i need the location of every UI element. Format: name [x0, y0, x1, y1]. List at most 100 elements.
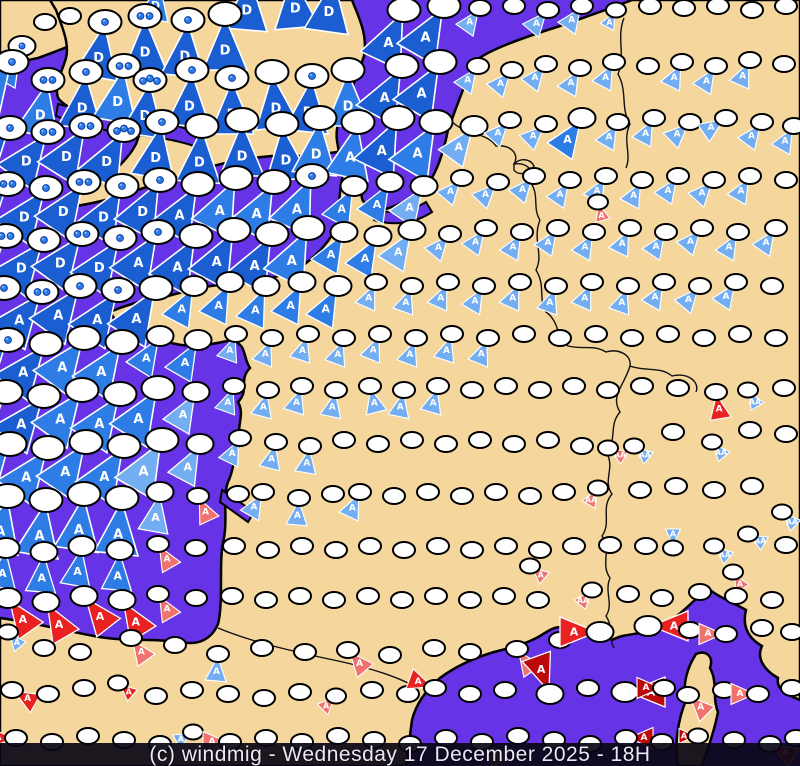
wind-symbol: D — [91, 53, 142, 126]
raindrop-icon — [118, 182, 126, 190]
wind-cone-icon — [124, 337, 160, 379]
wind-cone-shape — [498, 283, 520, 312]
wind-cone-icon — [556, 69, 580, 98]
raindrop-highlight — [20, 44, 22, 46]
calm-ellipse-icon — [728, 325, 752, 343]
calm-ellipse-icon — [630, 377, 654, 395]
calm-symbol — [360, 681, 384, 699]
wind-strength-letter: A — [619, 239, 626, 249]
calm-ellipse-icon — [472, 277, 496, 295]
wind-cone-shape — [13, 690, 42, 714]
wind-symbol: D — [174, 113, 222, 185]
wind-strength-letter: D — [21, 154, 32, 169]
wind-cone-icon — [653, 177, 678, 206]
wind-cone-icon — [631, 119, 654, 148]
wind-cone-shape — [251, 339, 273, 368]
calm-ellipse-icon — [535, 683, 565, 705]
calm-ellipse-icon — [146, 535, 170, 553]
wind-cone-shape — [354, 283, 376, 312]
wind-cone-icon — [131, 639, 157, 668]
wind-cone-icon — [388, 187, 424, 229]
wind-strength-letter: A — [131, 312, 141, 327]
wind-cone-icon — [483, 121, 509, 149]
calm-ellipse-icon — [458, 591, 482, 609]
wind-symbol: A — [607, 219, 642, 258]
wind-strength-letter: A — [533, 19, 540, 29]
calm-ellipse-icon — [250, 639, 274, 657]
wind-strength-letter: D — [270, 101, 281, 116]
calm-ellipse-icon — [636, 57, 660, 75]
calm-symbol — [216, 685, 240, 703]
calm-ellipse-icon — [687, 727, 709, 745]
wind-cone-icon — [282, 387, 305, 416]
wind-symbol: AA — [573, 581, 603, 611]
wind-strength-letter: A — [356, 659, 363, 669]
calm-ellipse-icon — [502, 435, 526, 453]
wind-cone-icon — [437, 127, 474, 169]
wind-cone-shape — [533, 229, 558, 258]
wind-cone-icon — [419, 387, 442, 416]
calm-symbol — [750, 619, 774, 637]
calm-ellipse-icon — [596, 381, 620, 399]
wind-symbol: A — [587, 193, 612, 223]
wind-cone-icon — [607, 229, 630, 258]
wind-cone-shape — [736, 123, 762, 151]
wind-cone-shape — [213, 387, 236, 416]
wind-strength-letter: A — [697, 703, 704, 713]
wind-symbol: A — [653, 167, 690, 206]
wind-cone-icon — [641, 233, 666, 262]
calm-symbol — [76, 727, 100, 745]
calm-ellipse-icon — [105, 539, 135, 561]
calm-symbol — [422, 639, 446, 657]
wind-strength-letter: A — [402, 298, 409, 308]
raindrop-highlight — [10, 182, 13, 184]
wind-symbol: A — [483, 111, 522, 149]
wind-cone-shape — [234, 287, 266, 330]
wind-cone-icon — [355, 183, 390, 226]
wind-symbol: AA — [701, 433, 731, 463]
wind-symbol: A — [556, 0, 594, 36]
wind-symbol: A — [213, 377, 246, 416]
wind-cone-shape — [217, 439, 240, 468]
raindrop-icon — [0, 232, 6, 240]
wind-strength-letter: A — [705, 629, 712, 639]
wind-symbol: A — [454, 0, 492, 38]
calm-ellipse-icon — [505, 640, 529, 658]
wind-symbol: A — [0, 623, 27, 653]
calm-symbol — [772, 379, 796, 397]
wind-cone-shape — [591, 63, 614, 92]
calm-ellipse-icon — [434, 435, 458, 453]
wind-cone-shape — [0, 62, 12, 122]
wind-cone-icon — [691, 67, 716, 96]
calm-ellipse-icon — [179, 275, 209, 297]
calm-ellipse-icon — [145, 325, 175, 347]
wind-strength-letter: A — [652, 242, 659, 252]
calm-ellipse-icon — [106, 53, 142, 79]
calm-symbol — [392, 541, 416, 559]
calm-symbol — [492, 587, 516, 605]
wind-strength-letter: A — [268, 454, 275, 464]
caption-text: (c) windmig - Wednesday 17 December 2025… — [149, 743, 651, 766]
wind-cone-icon — [470, 183, 497, 210]
calm-ellipse-icon — [251, 483, 275, 501]
wind-cone-icon — [498, 233, 522, 262]
wind-cone-shape — [391, 287, 414, 316]
raindrop-highlight — [84, 70, 86, 72]
wind-strength-letter: A — [722, 292, 729, 302]
wind-strength-letter: A — [178, 735, 185, 744]
calm-ellipse-icon — [466, 57, 490, 75]
raindrop-highlight — [41, 78, 44, 80]
wind-strength-letter: A — [16, 418, 26, 433]
calm-symbol — [634, 537, 658, 555]
wind-symbol: A — [507, 167, 546, 205]
wind-cone-icon — [452, 67, 478, 96]
wind-cone-icon — [0, 62, 12, 122]
wind-strength-letter: D — [323, 5, 334, 20]
calm-ellipse-icon — [302, 105, 338, 131]
calm-ellipse-icon — [688, 277, 712, 295]
calm-ellipse-icon — [484, 483, 508, 501]
wind-strength-letter: A — [630, 191, 637, 201]
wind-strength-letter: D — [194, 155, 205, 170]
raindrop-icon — [42, 288, 51, 296]
wind-cone-icon — [520, 65, 545, 93]
